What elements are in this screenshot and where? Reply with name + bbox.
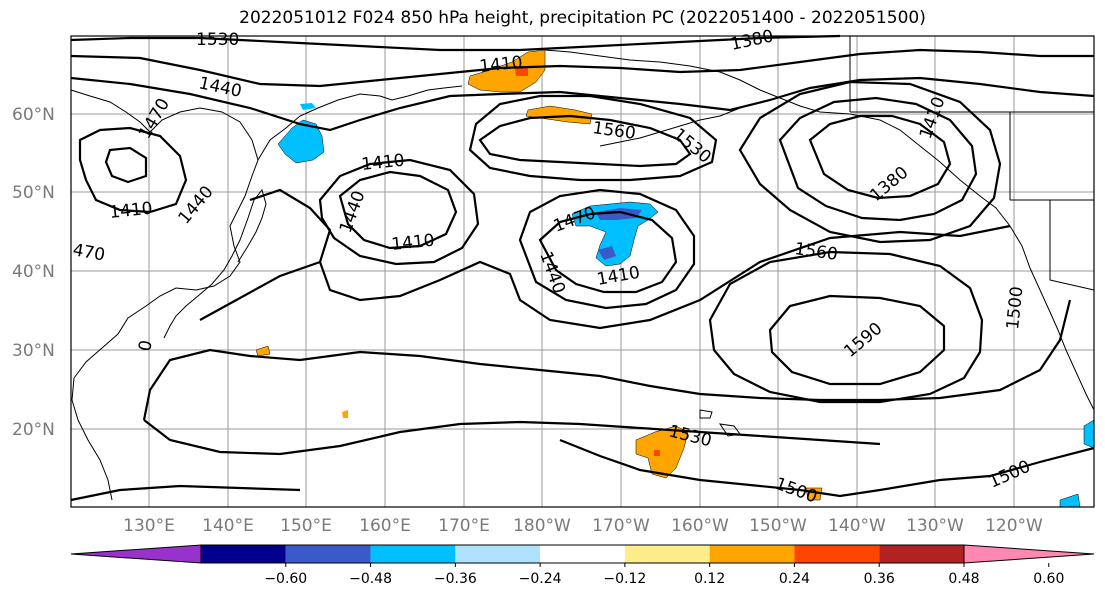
colorbar-label: −0.60 xyxy=(264,571,307,587)
lon-label: 140°E xyxy=(202,516,254,536)
alaska-coast xyxy=(544,49,1095,411)
colorbar-bin xyxy=(455,545,541,563)
colorbar-label: 0.60 xyxy=(1033,571,1064,587)
colorbar-label: 0.48 xyxy=(948,571,979,587)
colorbar-label: −0.12 xyxy=(603,571,646,587)
colorbar-bin xyxy=(201,545,286,563)
colorbar-bin xyxy=(879,545,964,563)
lon-label: 160°W xyxy=(671,516,729,536)
colorbar-label: −0.36 xyxy=(434,571,477,587)
height-contours xyxy=(70,34,1095,502)
lon-label: 140°W xyxy=(828,516,886,536)
contour-label: 1410 xyxy=(360,151,405,175)
lat-label: 30°N xyxy=(12,341,55,361)
colorbar-bin xyxy=(540,545,625,563)
contour-label: 1410 xyxy=(390,231,435,255)
lon-label: 120°W xyxy=(985,516,1043,536)
colorbar-label: 0.12 xyxy=(694,571,725,587)
contour-label: 1530 xyxy=(196,30,239,50)
aleutians xyxy=(599,107,741,147)
colorbar-bin xyxy=(794,545,880,563)
lat-label: 20°N xyxy=(12,420,55,440)
precip-positive-bering xyxy=(467,49,546,93)
lon-label: 180°W xyxy=(513,516,571,536)
precip-negative-central-core xyxy=(596,208,642,220)
precip-positive-small xyxy=(342,410,348,418)
colorbar-bin xyxy=(709,545,795,563)
lon-label: 130°W xyxy=(906,516,964,536)
lat-label: 50°N xyxy=(12,183,55,203)
map-border xyxy=(70,35,1095,508)
colorbar-bin xyxy=(370,545,456,563)
precip-negative-kamchatka xyxy=(277,119,325,164)
lat-tick-labels: 60°N 50°N 40°N 30°N 20°N xyxy=(12,105,55,440)
lon-label: 170°W xyxy=(592,516,650,536)
chart-title: 2022051012 F024 850 hPa height, precipit… xyxy=(239,8,926,28)
coastlines xyxy=(70,36,1095,501)
colorbar-bin xyxy=(285,545,371,563)
lon-label: 170°E xyxy=(438,516,490,536)
asia-coast xyxy=(70,89,259,501)
precip-negative-central-core2 xyxy=(598,246,616,260)
precip-positive-hawaii-core xyxy=(654,450,660,456)
lat-label: 60°N xyxy=(12,105,55,125)
colorbar-bin xyxy=(624,545,710,563)
contour-label: 1500 xyxy=(1003,285,1027,330)
contour-label: 0 xyxy=(135,339,157,353)
colorbar-label: −0.24 xyxy=(519,571,562,587)
colorbar-label: 0.24 xyxy=(779,571,810,587)
colorbar-label: 0.36 xyxy=(864,571,895,587)
lon-label: 130°E xyxy=(123,516,175,536)
colorbar-label: −0.48 xyxy=(349,571,392,587)
precip-positive-hawaii xyxy=(635,425,689,479)
precip-positive-aleutian xyxy=(525,105,593,125)
kamchatka-coast xyxy=(257,85,463,161)
colorbar: −0.60 −0.48 −0.36 −0.24 −0.12 0.12 0.24 0.36 0.4… xyxy=(70,544,1095,587)
lon-label: 160°E xyxy=(359,516,411,536)
precip-negative-north xyxy=(300,103,316,110)
colorbar-extend-high xyxy=(963,544,1095,564)
precip-positive-bering-core xyxy=(515,68,528,76)
precip-negative-central xyxy=(571,201,659,267)
lon-label: 150°E xyxy=(280,516,332,536)
precip-shading xyxy=(255,49,1095,508)
precip-positive-japan xyxy=(255,345,271,357)
lon-label: 150°W xyxy=(749,516,807,536)
colorbar-extend-low xyxy=(70,544,202,564)
colorbar-outline xyxy=(200,544,965,564)
lon-tick-labels: 130°E 140°E 150°E 160°E 170°E 180°W 170°… xyxy=(123,516,1043,536)
contour-label: 1410 xyxy=(108,199,153,223)
contour-label: 1410 xyxy=(478,53,523,77)
japan xyxy=(163,188,267,339)
lat-label: 40°N xyxy=(12,262,55,282)
